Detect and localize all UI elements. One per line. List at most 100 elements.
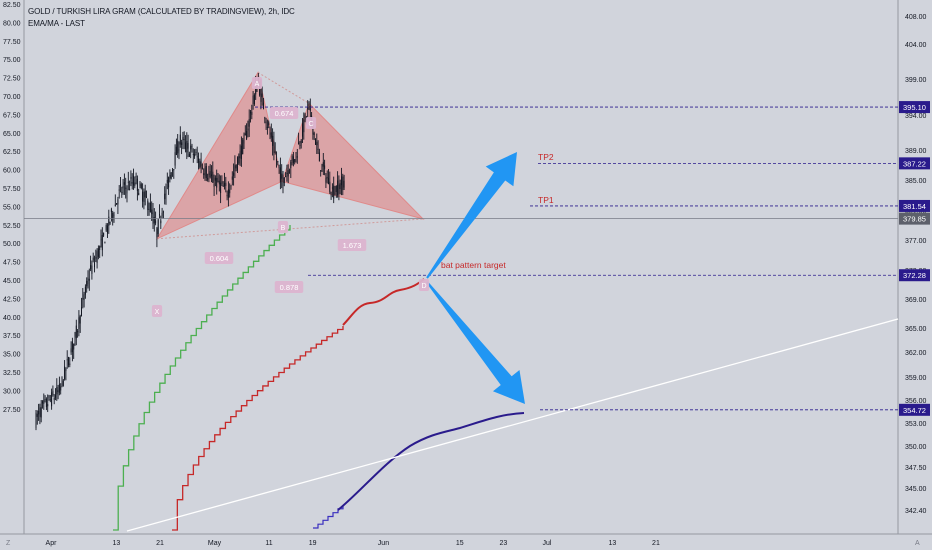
candle-body (135, 176, 137, 178)
x-tick-label: Apr (46, 540, 58, 547)
candle-body (342, 176, 344, 190)
axis-corner-left: Z (6, 540, 11, 547)
left-tick-label: 65.00 (3, 131, 21, 138)
candle-body (292, 156, 294, 164)
candle-body (253, 94, 255, 105)
candle-body (195, 151, 197, 153)
candle-body (127, 181, 129, 183)
candle-body (71, 341, 73, 353)
candle-body (266, 126, 268, 128)
candle-body (56, 387, 58, 395)
candle-body (142, 191, 144, 202)
candle-body (229, 189, 231, 194)
candle-body (134, 182, 136, 186)
x-tick-label: 21 (156, 540, 164, 547)
candle-body (225, 182, 227, 186)
right-tick-label: 353.00 (905, 421, 927, 428)
candle-body (181, 142, 183, 145)
candle-body (272, 135, 274, 146)
x-tick-label: May (208, 540, 222, 547)
candle-body (73, 343, 75, 350)
candle-body (68, 356, 69, 365)
candle-body (104, 242, 106, 244)
left-tick-label: 37.50 (3, 333, 21, 340)
candle-body (198, 158, 199, 164)
candle-body (55, 394, 56, 398)
right-tick-label: 365.00 (905, 326, 927, 333)
candle-body (295, 152, 297, 154)
candle-body (318, 152, 320, 162)
pattern-point-label-bg (251, 77, 263, 89)
candle-body (149, 202, 151, 213)
candle-body (42, 401, 43, 404)
candle-body (259, 86, 261, 96)
candle-body (108, 216, 110, 226)
candle-body (282, 174, 284, 186)
candle-body (187, 142, 189, 149)
pattern-ratio-label-bg (274, 281, 304, 293)
candle-body (40, 407, 42, 418)
candle-body (61, 377, 63, 379)
candle-body (84, 286, 86, 295)
candle-body (148, 208, 150, 210)
candle-body (201, 167, 203, 169)
candle-body (81, 307, 82, 317)
pattern-triangle-bcd (281, 102, 425, 220)
candle-body (243, 135, 245, 144)
level-annotation: TP1 (538, 195, 554, 205)
candle-body (88, 278, 90, 281)
candle-body (277, 160, 279, 163)
x-tick-label: 11 (265, 540, 272, 547)
candle-body (279, 167, 281, 183)
candle-body (294, 159, 296, 163)
candle-body (114, 204, 116, 206)
candle-body (131, 182, 133, 184)
pattern-ratio-label-bg (204, 252, 234, 264)
candle-body (207, 178, 209, 180)
candle-body (140, 184, 142, 189)
candle-body (329, 181, 331, 192)
price-level-value: 387.22 (903, 159, 926, 168)
candle-body (322, 162, 324, 167)
right-tick-label: 362.00 (905, 350, 927, 357)
candle-body (107, 225, 108, 234)
candle-body (97, 248, 99, 257)
candle-body (75, 325, 77, 339)
left-tick-label: 42.50 (3, 296, 21, 303)
left-tick-label: 35.00 (3, 352, 21, 359)
candle-body (86, 280, 88, 287)
pattern-point-label-bg (151, 305, 163, 317)
left-tick-label: 30.00 (3, 388, 21, 395)
candle-body (112, 213, 114, 220)
candle-body (151, 209, 153, 215)
pattern-point-label: B (281, 225, 286, 232)
candle-body (203, 173, 205, 175)
candle-body (263, 102, 264, 110)
candle-body (103, 232, 105, 236)
candle-body (247, 128, 249, 131)
candle-body (136, 178, 138, 191)
candle-body (152, 212, 154, 224)
candle-body (194, 154, 196, 157)
ma-navy-line (337, 412, 525, 511)
candle-body (172, 170, 173, 172)
left-tick-label: 72.50 (3, 76, 21, 83)
candle-body (153, 216, 155, 224)
left-tick-label: 45.00 (3, 278, 21, 285)
pattern-point-label: C (308, 121, 313, 128)
candle-body (166, 179, 168, 183)
candle-body (317, 148, 319, 150)
candle-body (260, 88, 262, 102)
candle-body (179, 134, 181, 145)
candle-body (64, 366, 66, 380)
candle-body (169, 174, 171, 179)
candle-body (339, 183, 341, 190)
candle-body (48, 395, 50, 398)
candle-body (117, 199, 119, 205)
pattern-ratio-label-bg (269, 107, 299, 119)
candle-body (138, 192, 140, 196)
x-tick-label: 23 (499, 540, 507, 547)
candle-body (326, 177, 328, 179)
